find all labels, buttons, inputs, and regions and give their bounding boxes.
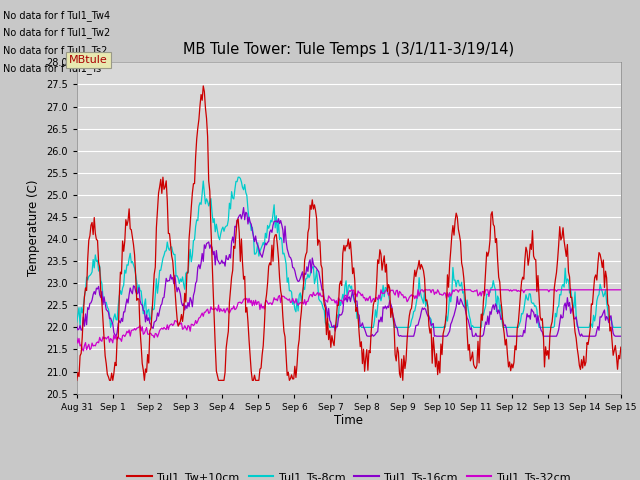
Y-axis label: Temperature (C): Temperature (C) xyxy=(28,180,40,276)
X-axis label: Time: Time xyxy=(334,414,364,427)
Text: No data for f Tul1_Tw4: No data for f Tul1_Tw4 xyxy=(3,10,110,21)
Legend: Tul1_Tw+10cm, Tul1_Ts-8cm, Tul1_Ts-16cm, Tul1_Ts-32cm: Tul1_Tw+10cm, Tul1_Ts-8cm, Tul1_Ts-16cm,… xyxy=(123,468,575,480)
Title: MB Tule Tower: Tule Temps 1 (3/1/11-3/19/14): MB Tule Tower: Tule Temps 1 (3/1/11-3/19… xyxy=(183,42,515,57)
Text: No data for f Tul1_Ts: No data for f Tul1_Ts xyxy=(3,63,101,74)
Text: MBtule: MBtule xyxy=(69,55,108,65)
Text: No data for f Tul1_Ts2: No data for f Tul1_Ts2 xyxy=(3,45,108,56)
Text: No data for f Tul1_Tw2: No data for f Tul1_Tw2 xyxy=(3,27,111,38)
